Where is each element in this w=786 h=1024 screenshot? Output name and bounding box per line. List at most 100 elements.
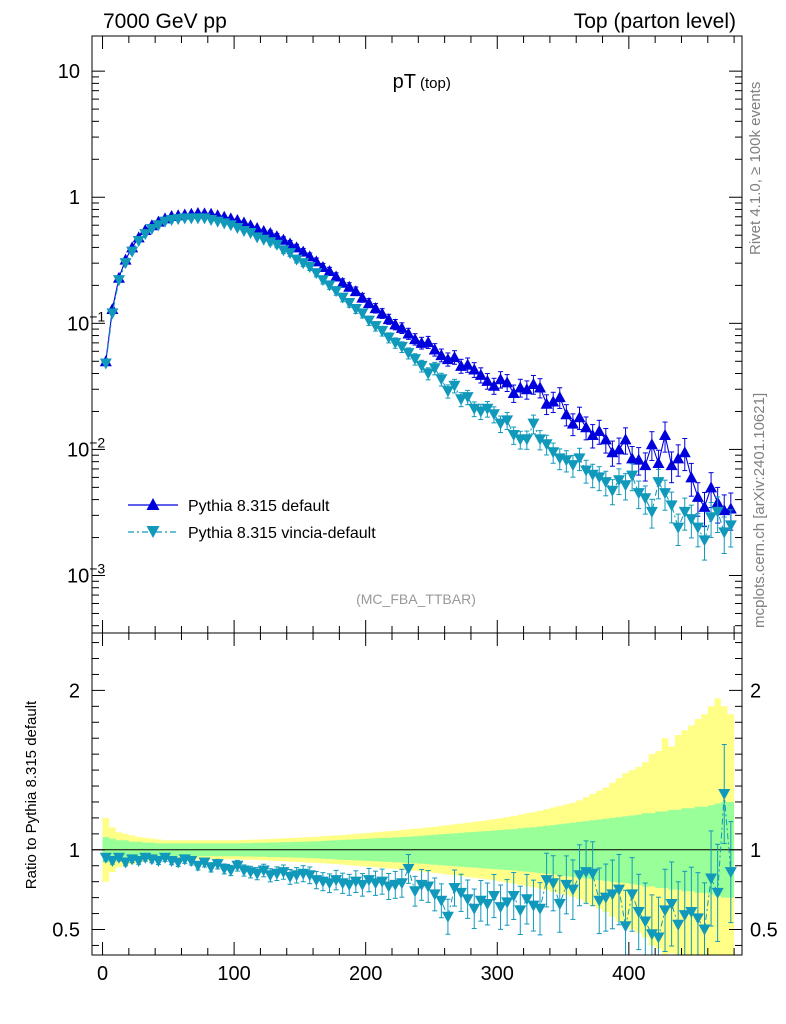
- legend: Pythia 8.315 default Pythia 8.315 vincia…: [128, 498, 376, 542]
- data-point: [145, 223, 158, 235]
- ratio-tick-labels: 0.5 0.5 1 1 2 2 0 100 200 300 400: [52, 680, 778, 985]
- ratio-point: [211, 859, 224, 871]
- ratio-point: [409, 886, 422, 898]
- data-point: [659, 488, 672, 500]
- ratio-point: [626, 889, 639, 901]
- ratio-point: [132, 855, 145, 867]
- data-point: [566, 417, 579, 429]
- analysis-watermark: (MC_FBA_TTBAR): [356, 591, 476, 607]
- ratio-point: [527, 900, 540, 912]
- ratio-point: [474, 895, 487, 907]
- data-point: [409, 354, 422, 366]
- data-point: [297, 245, 310, 257]
- data-point: [527, 418, 540, 430]
- ratio-point: [231, 860, 244, 872]
- beam-label: 7000 GeV pp: [103, 10, 227, 33]
- data-point: [323, 265, 336, 277]
- data-point: [336, 292, 349, 304]
- data-point: [507, 387, 520, 399]
- ratio-axis-ticks: [92, 633, 742, 955]
- ratio-point: [665, 898, 678, 910]
- data-point: [487, 409, 500, 421]
- data-point: [455, 394, 468, 406]
- data-point: [395, 341, 408, 353]
- data-point: [547, 395, 560, 407]
- ratio-point: [251, 868, 264, 880]
- data-point: [224, 220, 237, 232]
- x-tick-label: 300: [481, 963, 514, 985]
- data-point: [468, 363, 481, 375]
- x-tick-label: 0: [97, 963, 108, 985]
- data-point: [389, 337, 402, 349]
- ratio-point: [205, 862, 218, 874]
- data-point: [685, 514, 698, 526]
- ratio-point: [573, 870, 586, 882]
- band-outer: [102, 698, 735, 955]
- data-point: [599, 433, 612, 445]
- data-point: [665, 500, 678, 512]
- legend-vincia-label: Pythia 8.315 vincia-default: [188, 525, 376, 542]
- ratio-point: [593, 895, 606, 907]
- data-point: [652, 477, 665, 489]
- data-point: [428, 343, 441, 355]
- data-point: [126, 246, 139, 258]
- series-vincia: [99, 213, 737, 561]
- ratio-point: [191, 860, 204, 872]
- data-point: [422, 336, 435, 348]
- ratio-point: [612, 884, 625, 896]
- data-point: [560, 455, 573, 467]
- ratio-point: [224, 865, 237, 877]
- ratio-point: [487, 891, 500, 903]
- data-point: [698, 535, 711, 547]
- data-point: [678, 506, 691, 518]
- data-point: [343, 297, 356, 309]
- ratio-point: [691, 913, 704, 925]
- ratio-y-tick-label: 1: [69, 840, 80, 862]
- ratio-point: [547, 878, 560, 890]
- data-point: [501, 376, 514, 388]
- ratio-point: [172, 857, 185, 869]
- data-point: [665, 459, 678, 471]
- data-point: [672, 522, 685, 534]
- data-point: [691, 522, 704, 534]
- ratio-point: [566, 884, 579, 896]
- data-point: [422, 368, 435, 380]
- data-point: [356, 308, 369, 320]
- data-point: [231, 223, 244, 235]
- data-point: [297, 258, 310, 270]
- ratio-point: [698, 924, 711, 936]
- ratio-point: [639, 916, 652, 928]
- data-point: [435, 374, 448, 386]
- ratio-point: [323, 878, 336, 890]
- data-point: [534, 434, 547, 446]
- data-point: [461, 392, 474, 404]
- data-point: [639, 459, 652, 471]
- data-point: [718, 527, 731, 539]
- ratio-point: [198, 857, 211, 869]
- ratio-point: [119, 857, 132, 869]
- plot-title-sub: (top): [420, 75, 451, 92]
- data-point: [474, 368, 487, 380]
- data-point: [270, 239, 283, 251]
- data-point: [112, 275, 125, 287]
- data-point: [705, 512, 718, 524]
- data-point: [343, 280, 356, 292]
- data-point: [119, 258, 132, 270]
- data-point: [645, 438, 658, 450]
- data-point: [659, 429, 672, 441]
- data-point: [534, 381, 547, 393]
- ratio-point: [514, 905, 527, 917]
- ratio-data-layer: [99, 743, 737, 956]
- ratio-point: [534, 903, 547, 915]
- data-point: [501, 415, 514, 427]
- data-point: [435, 349, 448, 361]
- data-point: [593, 424, 606, 436]
- process-label: Top (parton level): [574, 10, 736, 33]
- ratio-point: [685, 906, 698, 918]
- series-default: [99, 206, 737, 532]
- x-tick-label: 100: [217, 963, 250, 985]
- data-point: [586, 429, 599, 441]
- ratio-point: [356, 879, 369, 891]
